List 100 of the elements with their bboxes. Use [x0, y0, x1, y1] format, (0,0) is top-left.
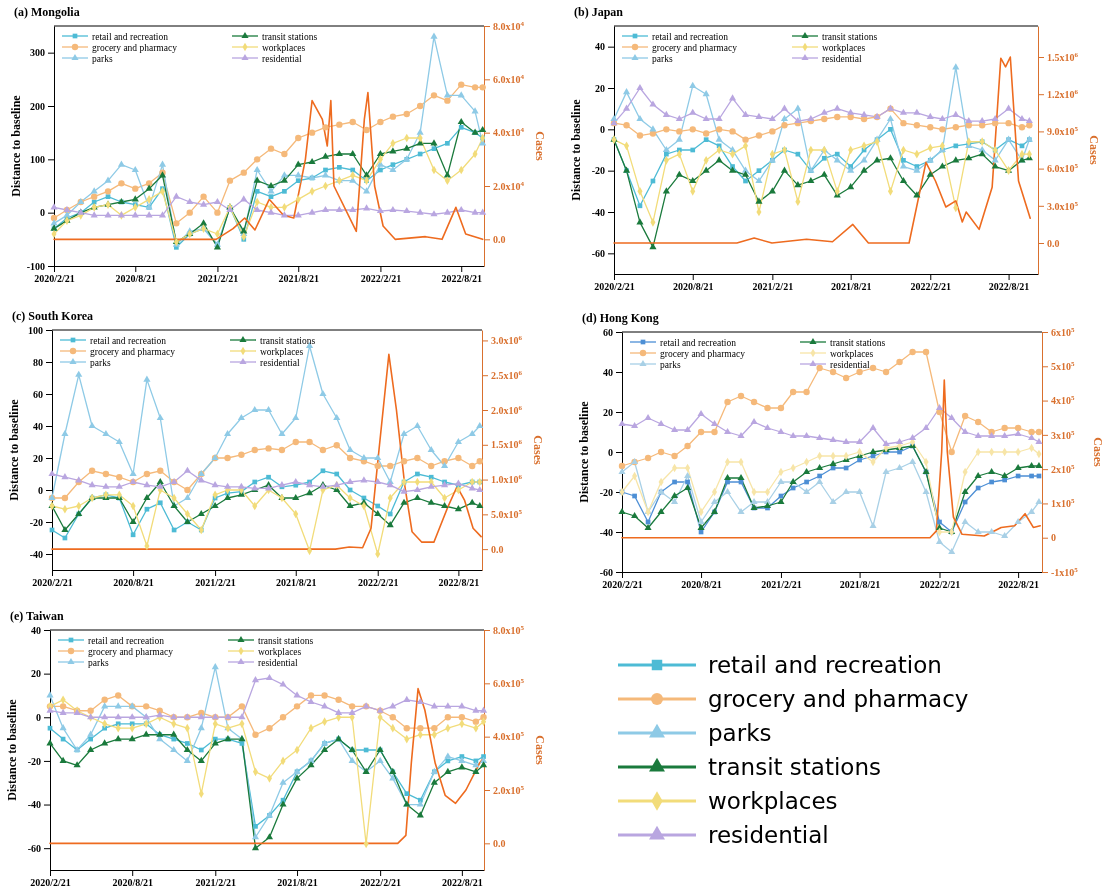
- chart-title: (d) Hong Kong: [582, 311, 659, 325]
- x-tick-label: 2022/8/21: [441, 273, 483, 285]
- x-tick-label: 2021/2/21: [195, 577, 236, 589]
- chart-title: (b) Japan: [574, 5, 624, 19]
- legend-label: residential: [258, 657, 298, 668]
- legend-label: grocery and pharmacy: [92, 42, 178, 53]
- y-axis-title: Distance to baseline: [577, 400, 591, 503]
- y2-tick-label: 8.0x10$^{4}$: [493, 19, 525, 32]
- y-tick-label: -20: [599, 486, 613, 498]
- legend-label: grocery and pharmacy: [652, 42, 738, 53]
- y-tick-label: 0: [600, 124, 605, 136]
- y-tick-label: 0: [38, 484, 43, 496]
- y2-tick-label: 9.0x10$^{5}$: [1047, 125, 1079, 138]
- x-tick-label: 2020/2/21: [594, 281, 635, 293]
- y-tick-label: -60: [591, 248, 605, 260]
- y-axis-title: Distance to baseline: [5, 698, 19, 801]
- y2-tick-label: 3.0x10$^{6}$: [491, 334, 523, 347]
- x-tick-label: 2022/2/21: [360, 273, 402, 285]
- y2-tick-label: 8.0x10$^{5}$: [493, 623, 525, 636]
- x-tick-label: 2020/2/21: [602, 579, 643, 591]
- y-tick-label: 40: [603, 366, 613, 378]
- x-tick-label: 2021/2/21: [761, 579, 802, 591]
- legend-label: workplaces: [830, 348, 874, 359]
- y-tick-label: -40: [29, 548, 43, 560]
- x-tick-label: 2022/8/21: [438, 577, 480, 589]
- legend-label: residential: [260, 357, 300, 368]
- y2-tick-label: 1.0x10$^{6}$: [491, 473, 523, 486]
- y2-axis-title: Cases: [533, 735, 547, 765]
- y2-tick-label: 6.0x10$^{5}$: [1047, 162, 1079, 175]
- legend-label: grocery and pharmacy: [660, 348, 746, 359]
- x-tick-label: 2020/8/21: [112, 877, 153, 889]
- y-tick-label: -40: [599, 526, 613, 538]
- y-tick-label: -20: [591, 165, 605, 177]
- x-tick-label: 2021/2/21: [195, 877, 237, 889]
- y2-tick-label: 2x10$^{5}$: [1051, 462, 1075, 475]
- y2-tick-label: 0.0: [493, 234, 506, 246]
- y-tick-label: 300: [30, 47, 45, 59]
- legend-label: workplaces: [258, 646, 302, 657]
- y2-tick-label: 3.0x10$^{5}$: [1047, 199, 1079, 212]
- y2-axis-title: Cases: [533, 131, 547, 161]
- text: workplaces: [708, 788, 838, 814]
- legend-label: parks: [88, 657, 109, 668]
- y-tick-label: 60: [33, 388, 43, 400]
- x-tick-label: 2020/2/21: [32, 577, 73, 589]
- legend-label: transit stations: [830, 337, 886, 348]
- y-axis-title: Distance to baseline: [7, 398, 21, 501]
- legend-label: transit stations: [260, 335, 316, 346]
- y-tick-label: 20: [33, 452, 43, 464]
- y-tick-label: 40: [31, 624, 41, 636]
- y-axis-title: Distance to baseline: [569, 98, 583, 201]
- x-tick-label: 2021/8/21: [839, 579, 881, 591]
- y2-tick-label: 3x10$^{5}$: [1051, 428, 1075, 441]
- y-tick-label: 0: [40, 207, 45, 219]
- y-tick-label: 200: [30, 100, 45, 112]
- y2-tick-label: 4.0x10$^{5}$: [493, 730, 525, 743]
- y2-tick-label: 1.5x10$^{6}$: [1047, 50, 1079, 63]
- y2-tick-label: 2.0x10$^{4}$: [493, 179, 525, 192]
- x-tick-label: 2021/8/21: [277, 877, 318, 889]
- legend-label: retail and recreation: [652, 31, 729, 42]
- x-tick-label: 2022/8/21: [442, 877, 483, 889]
- x-tick-label: 2021/2/21: [752, 281, 794, 293]
- legend-label: transit stations: [258, 635, 314, 646]
- y-tick-label: 20: [603, 406, 613, 418]
- y2-tick-label: 4x10$^{5}$: [1051, 394, 1075, 407]
- legend-label: retail and recreation: [88, 635, 165, 646]
- y-tick-label: 0: [36, 711, 41, 723]
- y-tick-label: 40: [595, 41, 605, 53]
- y-tick-label: 100: [30, 154, 45, 166]
- y-tick-label: 100: [28, 324, 43, 336]
- legend-label: retail and recreation: [92, 31, 169, 42]
- y2-tick-label: 4.0x10$^{4}$: [493, 126, 525, 139]
- text: parks: [708, 720, 772, 746]
- chart-title: (a) Mongolia: [14, 5, 80, 19]
- y2-tick-label: 2.0x10$^{6}$: [491, 403, 523, 416]
- y-tick-label: -40: [591, 206, 605, 218]
- legend-label: parks: [652, 53, 673, 64]
- x-tick-label: 2022/8/21: [998, 579, 1039, 591]
- y2-tick-label: 0.0: [491, 543, 504, 555]
- y-tick-label: 40: [33, 420, 43, 432]
- x-tick-label: 2020/8/21: [113, 577, 154, 589]
- y-tick-label: -60: [27, 842, 41, 854]
- y-tick-label: -100: [26, 260, 45, 272]
- y-tick-label: 80: [33, 356, 43, 368]
- y2-tick-label: 6.0x10$^{5}$: [493, 677, 525, 690]
- x-tick-label: 2021/2/21: [197, 273, 239, 285]
- text: retail and recreation: [708, 652, 942, 678]
- y2-tick-label: 1.2x10$^{6}$: [1047, 87, 1079, 100]
- x-tick-label: 2021/8/21: [830, 281, 872, 293]
- legend-label: workplaces: [262, 42, 306, 53]
- y-tick-label: -40: [27, 799, 41, 811]
- y2-tick-label: 5.0x10$^{5}$: [491, 508, 523, 521]
- text: residential: [708, 822, 829, 848]
- y2-tick-label: 0.0: [493, 838, 506, 850]
- legend-label: workplaces: [822, 42, 866, 53]
- legend-label: residential: [262, 53, 302, 64]
- y2-tick-label: 1.5x10$^{6}$: [491, 438, 523, 451]
- y-tick-label: -60: [599, 566, 613, 578]
- y2-axis-title: Cases: [1091, 437, 1105, 467]
- legend-label: residential: [822, 53, 862, 64]
- x-tick-label: 2022/2/21: [919, 579, 961, 591]
